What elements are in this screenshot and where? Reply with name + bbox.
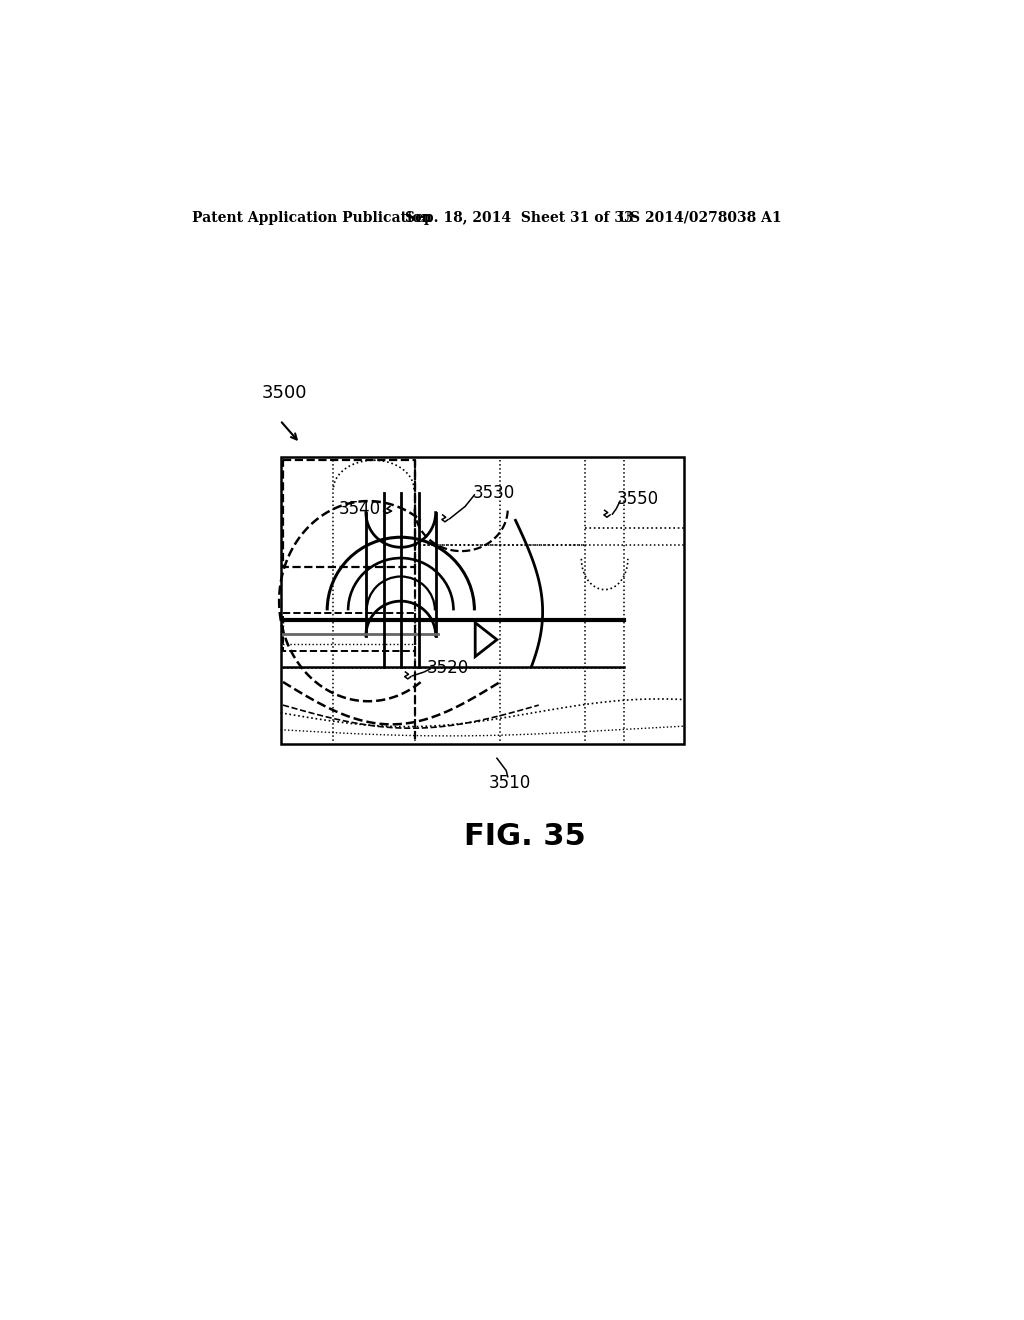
Text: 3540: 3540 [339,500,381,519]
Text: 3510: 3510 [488,775,531,792]
Text: 3500: 3500 [261,384,307,401]
Text: Sep. 18, 2014  Sheet 31 of 33: Sep. 18, 2014 Sheet 31 of 33 [406,211,634,224]
Bar [281,457,684,743]
Text: 3530: 3530 [473,484,515,502]
Text: FIG. 35: FIG. 35 [464,822,586,851]
Text: US 2014/0278038 A1: US 2014/0278038 A1 [617,211,781,224]
Text: Patent Application Publication: Patent Application Publication [191,211,431,224]
Text: 3550: 3550 [616,490,658,508]
Text: 3520: 3520 [426,659,469,677]
